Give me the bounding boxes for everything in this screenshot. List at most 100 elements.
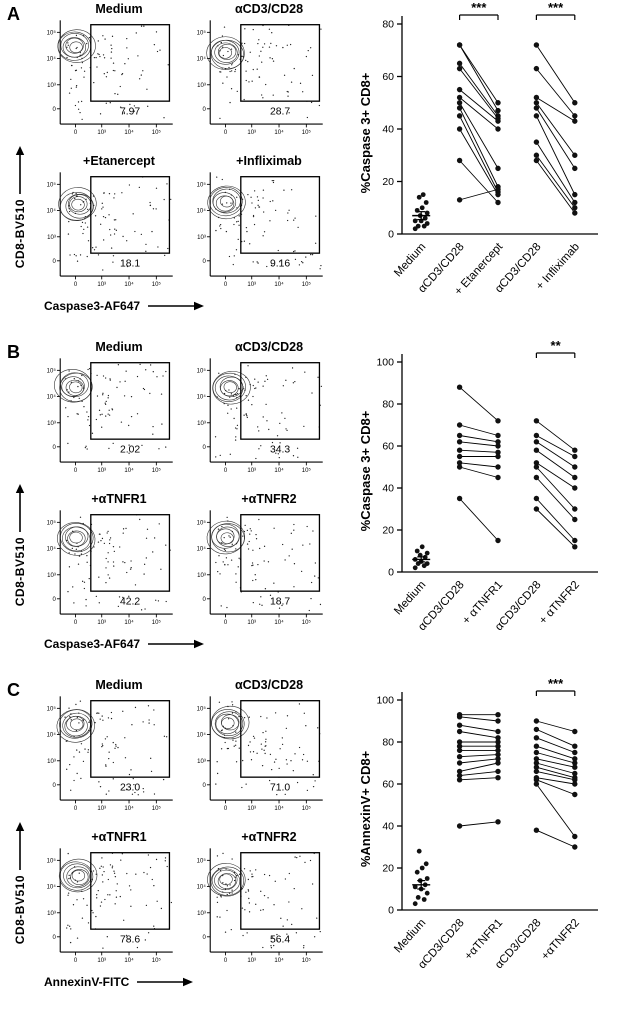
svg-text:80: 80	[382, 737, 394, 749]
svg-text:0: 0	[53, 935, 57, 941]
up-arrow-icon	[15, 146, 25, 194]
svg-text:10⁴: 10⁴	[124, 467, 134, 474]
svg-text:20: 20	[382, 863, 394, 875]
up-arrow-icon	[15, 822, 25, 870]
svg-text:Medium: Medium	[392, 241, 428, 279]
svg-text:10⁴: 10⁴	[47, 394, 57, 401]
flow-plot-canvas: 10⁵ 10⁴ 10³ 0 0 10³ 10⁴ 10⁵ 78.6	[47, 848, 173, 964]
flow-plot-canvas: 10⁵ 10⁴ 10³ 0 0 10³ 10⁴ 10⁵ 9.16	[197, 172, 323, 288]
svg-text:10⁴: 10⁴	[274, 467, 284, 474]
svg-text:10⁵: 10⁵	[302, 805, 312, 812]
svg-text:10⁴: 10⁴	[274, 129, 284, 136]
svg-text:10⁵: 10⁵	[152, 957, 162, 964]
svg-text:10⁴: 10⁴	[274, 805, 284, 812]
flow-plot-title: Medium	[95, 340, 143, 354]
svg-text:10³: 10³	[247, 282, 256, 288]
panel-c-label: C	[7, 680, 20, 700]
svg-text:10⁵: 10⁵	[152, 281, 162, 288]
svg-text:10³: 10³	[197, 573, 206, 579]
svg-text:10³: 10³	[97, 468, 106, 474]
svg-text:10⁵: 10⁵	[152, 467, 162, 474]
gate-percentage: 18.1	[120, 258, 140, 269]
flow-y-axis-label: CD8-BV510	[6, 484, 34, 606]
svg-text:Medium: Medium	[392, 917, 428, 955]
svg-text:0: 0	[203, 107, 207, 113]
flow-plot-title: +αTNFR2	[241, 830, 297, 844]
panel-c-flow-grid: Medium 10⁵ 10⁴ 10³ 0 0 10³ 10⁴ 10⁵ 23.0 αCD3/CD2…	[34, 678, 334, 974]
svg-text:0: 0	[203, 783, 207, 789]
flow-x-axis-label: AnnexinV-FITC	[44, 975, 194, 989]
svg-text:10⁵: 10⁵	[302, 129, 312, 136]
svg-text:10⁴: 10⁴	[197, 732, 207, 739]
svg-text:0: 0	[53, 445, 57, 451]
panel-a-label: A	[7, 4, 20, 24]
flow-plot-title: +Etanercept	[83, 154, 155, 168]
flow-plot-canvas: 10⁵ 10⁴ 10³ 0 0 10³ 10⁴ 10⁵ 56.4	[197, 848, 323, 964]
flow-plot-title: αCD3/CD28	[234, 340, 304, 354]
flow-plot-title: Medium	[95, 2, 143, 16]
svg-text:0: 0	[388, 229, 394, 241]
svg-text:+αTNFR2: +αTNFR2	[539, 917, 582, 963]
right-arrow-icon	[148, 639, 205, 649]
svg-text:10⁴: 10⁴	[197, 884, 207, 891]
right-arrow-icon	[137, 977, 194, 987]
flow-plot-atnfr1: +αTNFR1 10⁵ 10⁴ 10³ 0 0 10³ 10⁴ 10⁵ 42.2	[34, 492, 184, 636]
gate-percentage: 71.0	[270, 782, 290, 793]
svg-text:%AnnexinV+ CD8+: %AnnexinV+ CD8+	[358, 750, 373, 867]
svg-text:10⁴: 10⁴	[197, 56, 207, 63]
flow-plot-acd3cd28: αCD3/CD28 10⁵ 10⁴ 10³ 0 0 10³ 10⁴ 10⁵ 28.7	[184, 2, 334, 146]
svg-text:100: 100	[376, 695, 394, 707]
up-arrow-icon	[15, 484, 25, 532]
svg-text:10⁴: 10⁴	[47, 546, 57, 553]
svg-text:10⁵: 10⁵	[302, 957, 312, 964]
flow-plot-canvas: 10⁵ 10⁴ 10³ 0 0 10³ 10⁴ 10⁵ 23.0	[47, 696, 173, 812]
svg-text:10⁵: 10⁵	[197, 182, 207, 189]
flow-plot-canvas: 10⁵ 10⁴ 10³ 0 0 10³ 10⁴ 10⁵ 34.3	[197, 358, 323, 474]
svg-text:10⁴: 10⁴	[47, 884, 57, 891]
flow-plot-title: +αTNFR2	[241, 492, 297, 506]
flow-x-axis-label: Caspase3-AF647	[44, 637, 205, 651]
gate-percentage: 56.4	[270, 934, 290, 945]
svg-text:10⁵: 10⁵	[47, 30, 57, 37]
svg-text:10³: 10³	[197, 83, 206, 89]
svg-text:10³: 10³	[247, 958, 256, 964]
svg-text:100: 100	[376, 357, 394, 369]
svg-text:10⁴: 10⁴	[274, 957, 284, 964]
svg-text:Medium: Medium	[392, 579, 428, 617]
panel-b-label: B	[7, 342, 20, 362]
flow-x-axis-text: Caspase3-AF647	[44, 637, 141, 651]
svg-text:10⁴: 10⁴	[124, 129, 134, 136]
svg-text:10³: 10³	[197, 421, 206, 427]
gate-percentage: 42.2	[120, 596, 140, 607]
svg-text:10³: 10³	[97, 282, 106, 288]
panel-b-flow-grid: Medium 10⁵ 10⁴ 10³ 0 0 10³ 10⁴ 10⁵ 2.02 αCD3/CD2…	[34, 340, 334, 636]
svg-text:10⁵: 10⁵	[197, 520, 207, 527]
svg-text:10⁴: 10⁴	[197, 394, 207, 401]
flow-y-axis-text: CD8-BV510	[13, 875, 27, 945]
flow-x-axis-text: AnnexinV-FITC	[44, 975, 130, 989]
svg-text:%Caspase 3+ CD8+: %Caspase 3+ CD8+	[358, 72, 373, 193]
svg-text:***: ***	[548, 2, 564, 15]
flow-y-axis-text: CD8-BV510	[13, 199, 27, 269]
flow-y-axis-text: CD8-BV510	[13, 537, 27, 607]
svg-text:0: 0	[203, 445, 207, 451]
flow-plot-canvas: 10⁵ 10⁴ 10³ 0 0 10³ 10⁴ 10⁵ 18.1	[47, 172, 173, 288]
svg-text:10⁵: 10⁵	[302, 281, 312, 288]
svg-text:60: 60	[382, 441, 394, 453]
svg-text:10⁴: 10⁴	[47, 56, 57, 63]
svg-text:10³: 10³	[197, 759, 206, 765]
flow-plot-canvas: 10⁵ 10⁴ 10³ 0 0 10³ 10⁴ 10⁵ 7.97	[47, 20, 173, 136]
svg-text:10³: 10³	[47, 573, 56, 579]
svg-text:10⁴: 10⁴	[47, 208, 57, 215]
gate-percentage: 7.97	[120, 106, 140, 117]
svg-text:0: 0	[74, 806, 78, 812]
svg-text:10³: 10³	[197, 911, 206, 917]
flow-plot-infliximab: +Infliximab 10⁵ 10⁴ 10³ 0 0 10³ 10⁴ 10⁵ 9.16	[184, 154, 334, 298]
svg-text:10⁵: 10⁵	[197, 30, 207, 37]
svg-text:60: 60	[382, 71, 394, 83]
flow-plot-acd3cd28: αCD3/CD28 10⁵ 10⁴ 10³ 0 0 10³ 10⁴ 10⁵ 34.3	[184, 340, 334, 484]
gate-percentage: 23.0	[120, 782, 140, 793]
flow-plot-canvas: 10⁵ 10⁴ 10³ 0 0 10³ 10⁴ 10⁵ 2.02	[47, 358, 173, 474]
